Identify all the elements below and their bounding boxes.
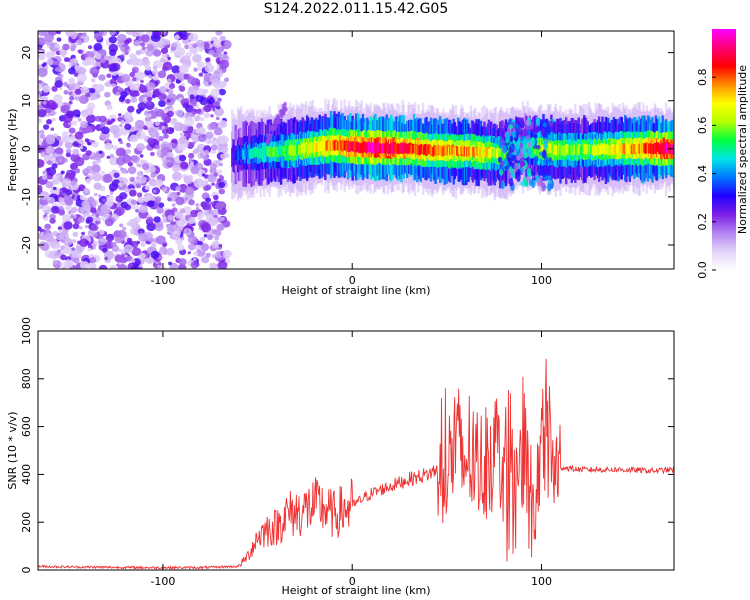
spectrogram-frame bbox=[37, 30, 675, 270]
x-tick-label: 100 bbox=[531, 575, 552, 588]
colorbar-tick-label: 0.8 bbox=[696, 68, 709, 86]
y-tick-label: 200 bbox=[20, 512, 33, 533]
y-tick-label: 400 bbox=[20, 464, 33, 485]
x-tick-label: 0 bbox=[349, 575, 356, 588]
colorbar: 0.0 0.2 0.4 0.6 0.8 Normalized spectral ampli… bbox=[696, 29, 749, 279]
y-tick-label: -10 bbox=[20, 188, 33, 206]
y-tick-label: 800 bbox=[20, 368, 33, 389]
x-axis-label: Height of straight line (km) bbox=[281, 584, 430, 597]
y-tick-label: 0 bbox=[20, 567, 33, 574]
x-tick-label: -100 bbox=[150, 274, 175, 287]
y-tick-label: -20 bbox=[20, 236, 33, 254]
y-tick-label: 10 bbox=[20, 94, 33, 108]
x-tick-label: 100 bbox=[531, 274, 552, 287]
colorbar-label: Normalized spectral amplitude bbox=[736, 65, 749, 234]
x-tick-label: 0 bbox=[349, 274, 356, 287]
snr-plot-area bbox=[38, 358, 674, 570]
y-tick-label: 0 bbox=[20, 145, 33, 152]
y-tick-label: 1000 bbox=[20, 317, 33, 345]
colorbar-tick-label: 0.6 bbox=[696, 117, 709, 134]
x-tick-label: -100 bbox=[150, 575, 175, 588]
colorbar-tick-label: 0.4 bbox=[696, 165, 709, 183]
colorbar-tick-label: 0.2 bbox=[696, 213, 709, 231]
snr-series-line bbox=[38, 358, 674, 570]
colorbar-tick-label: 0.0 bbox=[696, 261, 709, 279]
snr-background bbox=[38, 331, 674, 570]
colorbar-gradient bbox=[712, 29, 736, 270]
x-axis-label: Height of straight line (km) bbox=[281, 284, 430, 297]
y-axis-label: SNR (10 * v/v) bbox=[6, 411, 19, 489]
y-tick-label: 600 bbox=[20, 416, 33, 437]
y-axis-label: Frequency (Hz) bbox=[6, 109, 19, 192]
spectrogram-image bbox=[38, 31, 674, 269]
snr-frame bbox=[37, 330, 675, 571]
y-tick-label: 20 bbox=[20, 46, 33, 60]
chart-title: S124.2022.011.15.42.G05 bbox=[263, 1, 449, 17]
